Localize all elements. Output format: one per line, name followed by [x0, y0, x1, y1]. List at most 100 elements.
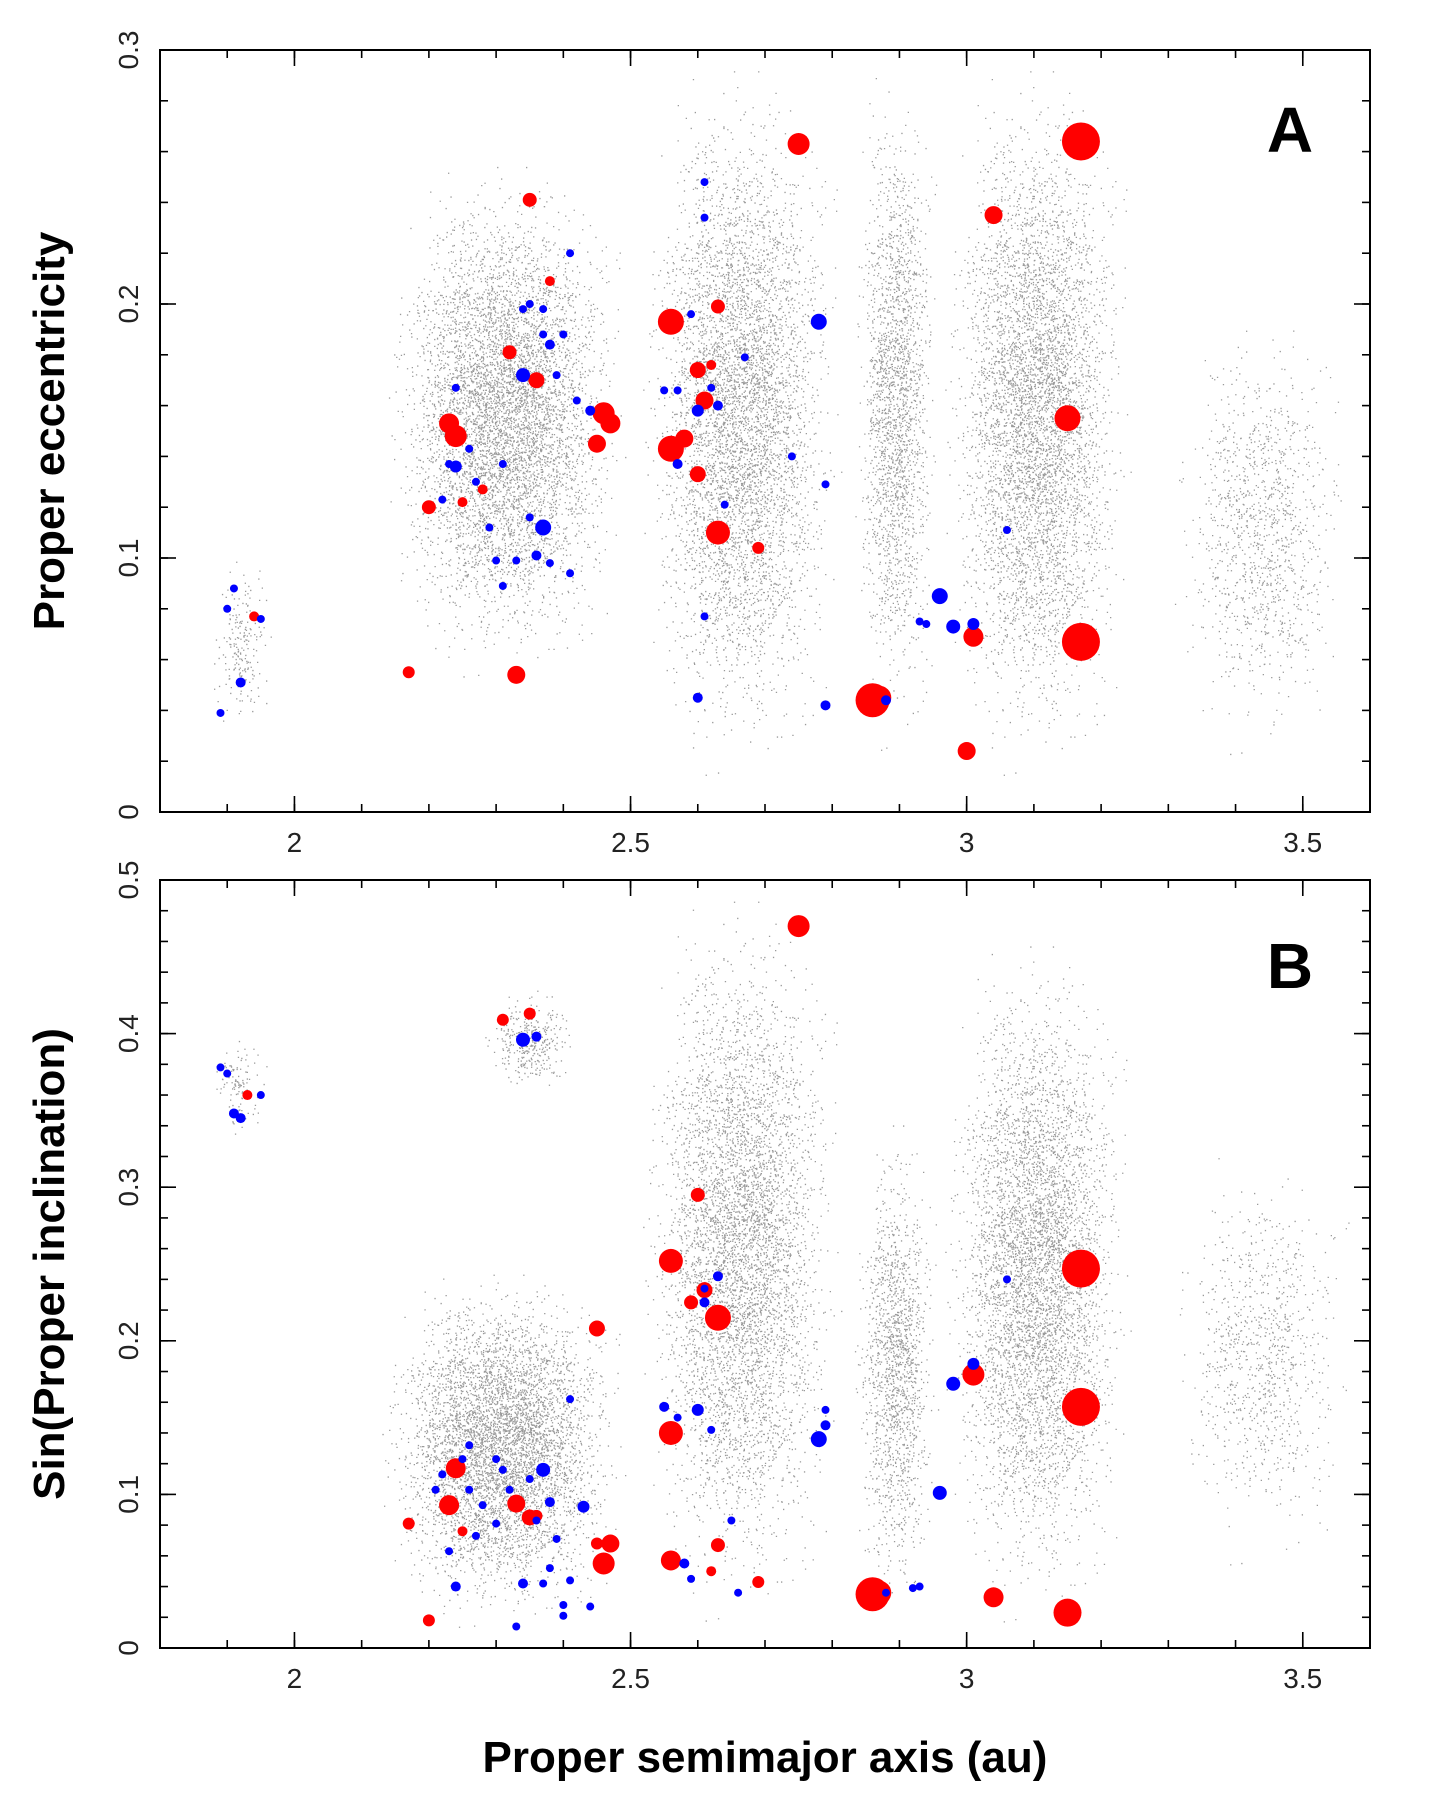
x-tick-label: 2.5 [611, 1663, 650, 1694]
red-point [867, 1580, 892, 1605]
blue-point [707, 1425, 716, 1434]
blue-point [922, 620, 931, 629]
red-point [600, 413, 621, 434]
blue-point [544, 1497, 555, 1508]
blue-point [492, 556, 501, 565]
red-point [1061, 122, 1100, 161]
blue-point [908, 1584, 917, 1593]
red-point [445, 1458, 466, 1479]
blue-point [256, 614, 265, 623]
blue-point [700, 178, 709, 187]
blue-point [700, 1284, 709, 1293]
red-point [502, 345, 517, 360]
blue-point [471, 1531, 480, 1540]
blue-point [572, 396, 581, 405]
red-point [705, 520, 730, 545]
red-point [963, 626, 984, 647]
blue-point [223, 604, 232, 613]
blue-point [516, 1032, 530, 1047]
red-point [1053, 1598, 1082, 1627]
blue-point [518, 1578, 528, 1589]
red-point [421, 500, 436, 515]
blue-point [559, 1611, 568, 1620]
red-point [457, 1526, 468, 1537]
x-tick-label: 2 [287, 1663, 303, 1694]
blue-point [699, 1297, 710, 1308]
red-point [590, 1537, 603, 1550]
blue-point [692, 692, 703, 703]
blue-point [516, 368, 530, 383]
red-point [689, 362, 706, 379]
blue-point [223, 1069, 232, 1078]
red-point [528, 372, 545, 389]
blue-point [810, 1431, 827, 1448]
red-point [660, 1550, 681, 1571]
red-point [752, 1575, 765, 1588]
red-point [1061, 1387, 1100, 1426]
blue-point [946, 619, 961, 634]
blue-point [881, 695, 891, 706]
panel-a-population-cloud [214, 71, 1342, 776]
red-point [422, 1614, 435, 1627]
blue-point [727, 1516, 736, 1525]
blue-point [552, 371, 561, 380]
blue-point [586, 1602, 595, 1611]
x-axis-title: Proper semimajor axis (au) [483, 1733, 1048, 1782]
blue-point [478, 1501, 487, 1510]
red-point [507, 1494, 526, 1513]
blue-point [525, 300, 534, 308]
blue-point [734, 1588, 743, 1597]
panel-a: 2 2.5 3 3.5 0 0.1 0.2 0.3 A Proper eccentricity [25, 31, 1371, 858]
panel-a-plot-frame [159, 49, 1371, 813]
blue-point [687, 310, 696, 319]
blue-point [821, 1405, 830, 1414]
blue-point [532, 1516, 541, 1525]
blue-point [229, 584, 238, 593]
blue-point [519, 305, 527, 314]
blue-point [498, 1465, 507, 1474]
red-point [684, 1295, 699, 1310]
blue-point [450, 1581, 461, 1592]
blue-point [539, 305, 548, 314]
red-point [1061, 1249, 1100, 1288]
blue-point [539, 1579, 548, 1588]
y-tick-label: 0.1 [113, 1475, 144, 1514]
red-point [984, 206, 1003, 225]
red-point [695, 391, 714, 410]
blue-point [673, 386, 682, 395]
blue-point [566, 569, 575, 578]
blue-point [967, 618, 980, 631]
blue-point [545, 559, 554, 568]
red-point [658, 1248, 683, 1273]
panel-a-ticks: 2 2.5 3 3.5 0 0.1 0.2 0.3 [113, 31, 1370, 858]
y-tick-label: 0.5 [113, 861, 144, 900]
red-point [690, 1187, 705, 1202]
x-tick-label: 3.5 [1283, 827, 1322, 858]
blue-point [438, 1470, 447, 1479]
blue-point [485, 523, 494, 532]
blue-point [525, 1475, 534, 1484]
red-point [402, 1517, 415, 1530]
x-tick-label: 3 [959, 1663, 975, 1694]
blue-point [967, 1357, 980, 1370]
blue-point [256, 1091, 265, 1100]
blue-point [679, 1558, 690, 1569]
blue-point [820, 1420, 831, 1431]
red-point [706, 359, 717, 370]
y-tick-label: 0 [113, 804, 144, 820]
y-tick-label: 0.3 [113, 31, 144, 70]
y-tick-label: 0.2 [113, 1321, 144, 1360]
blue-point [672, 459, 683, 470]
x-tick-label: 2.5 [611, 827, 650, 858]
blue-point [712, 1271, 723, 1282]
panel-a-y-axis-title: Proper eccentricity [25, 231, 74, 630]
panel-b: 2 2.5 3 3.5 0 0.1 0.2 0.3 0.4 0.5 B Sin(Proper in… [25, 861, 1371, 1694]
population-region [855, 78, 938, 751]
red-point [444, 425, 467, 448]
y-tick-label: 0.2 [113, 285, 144, 324]
blue-point [787, 452, 796, 461]
blue-point [577, 1500, 590, 1513]
red-point [706, 1566, 717, 1577]
red-point [522, 192, 537, 207]
blue-point [691, 404, 704, 417]
